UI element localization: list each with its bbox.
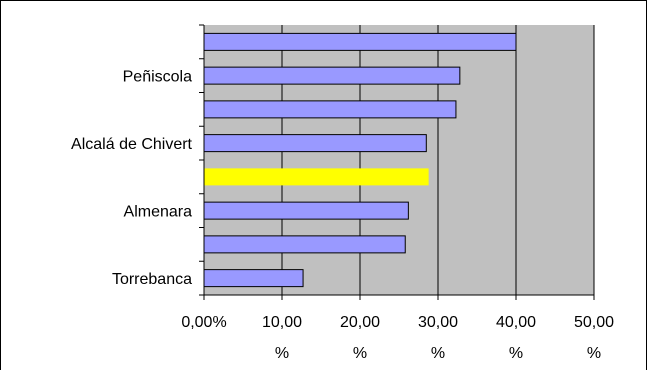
x-tick-label: 0,00% [181,314,226,331]
bar-5 [203,201,409,220]
bar-0 [203,32,517,51]
x-tick-label-unit: % [275,345,289,362]
y-tick-label: Alcalá de Chivert [71,136,193,153]
y-tick-label: Torrebanca [112,271,192,288]
bar-6 [203,235,406,254]
y-tick-label: Peñiscola [123,69,192,86]
bar-4 [204,168,429,186]
x-tick-label-unit: % [509,345,523,362]
plot-area [204,25,594,295]
x-tick-label-unit: % [353,345,367,362]
x-tick-label: 30,00 [418,314,458,331]
x-tick-label: 20,00 [340,314,380,331]
bar-7 [203,269,304,288]
x-tick-label-unit: % [587,345,601,362]
bar-3 [203,134,427,153]
y-tick-label: Almenara [124,204,193,221]
bar-1 [203,66,461,85]
bar-2 [203,100,457,119]
x-tick-label: 50,00 [574,314,614,331]
x-tick-label-unit: % [431,345,445,362]
x-tick-label: 10,00 [262,314,302,331]
x-tick-label: 40,00 [496,314,536,331]
